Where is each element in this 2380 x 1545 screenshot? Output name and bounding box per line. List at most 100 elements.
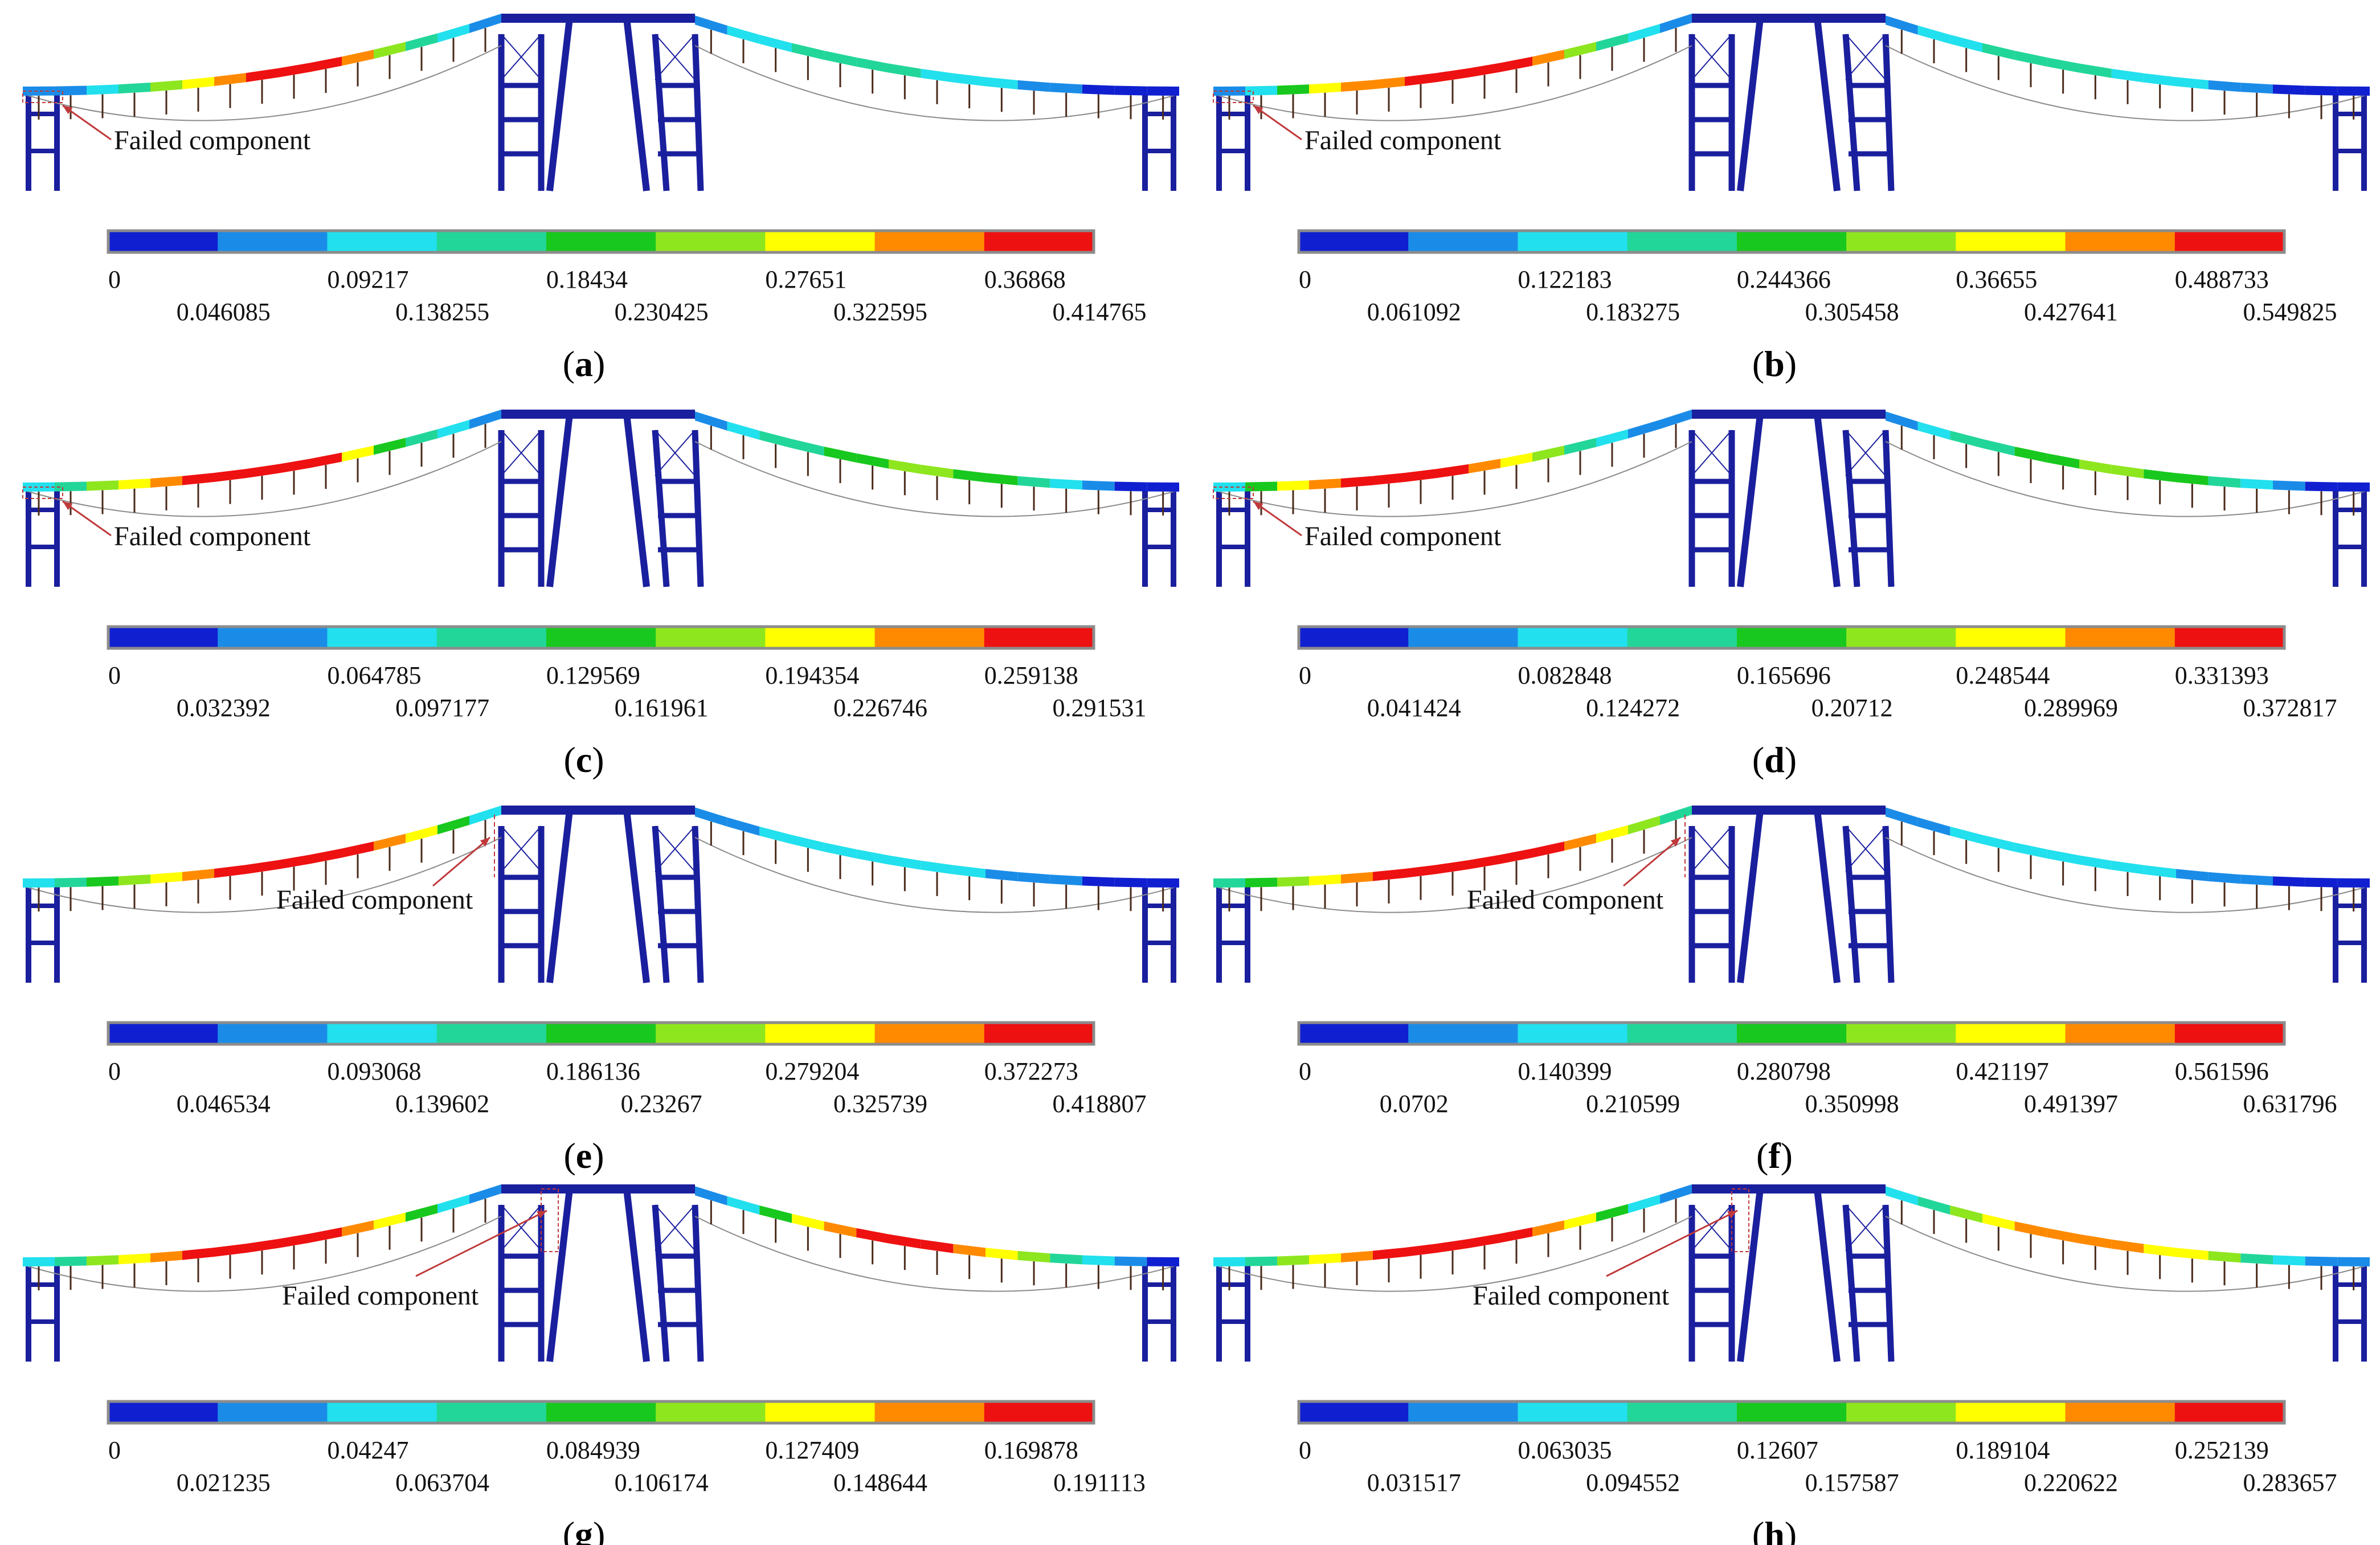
tick-label: 0.18434 <box>546 265 628 293</box>
left-span-segment <box>374 42 406 59</box>
tick-label: 0.194354 <box>765 661 859 689</box>
left-span-segment <box>469 410 501 430</box>
panel-label-paren: ( <box>563 1135 575 1176</box>
left-span-segment <box>1373 76 1405 89</box>
right-span-segment <box>1147 878 1179 888</box>
right-span-segment <box>985 1248 1018 1260</box>
panel-label-paren: ( <box>1752 344 1764 384</box>
right-span-segment <box>2273 480 2305 491</box>
tower-frame-leg <box>692 825 704 983</box>
left-span-segment <box>1277 84 1309 95</box>
right-span-segment <box>2337 878 2370 888</box>
panel-c: Failed component 0 0.064785 0.129569 0.19435… <box>22 410 1180 780</box>
tick-label: 0.148644 <box>833 1469 927 1497</box>
panel-e: Failed component 0 0.093068 0.186136 0.27920… <box>22 806 1180 1176</box>
tick-label: 0.093068 <box>327 1057 421 1085</box>
right-span-segment <box>1950 1205 1982 1223</box>
right-span-segment <box>1886 411 1918 431</box>
left-span-segment <box>1628 420 1660 439</box>
left-span-cable <box>22 45 502 121</box>
color-bar-swatch <box>1408 1401 1518 1423</box>
tower-frame-leg <box>1842 34 1860 191</box>
right-span-segment <box>953 865 985 878</box>
left-span-segment <box>1532 841 1564 858</box>
tower-leg <box>623 810 650 983</box>
annotation-arrowhead <box>1727 1211 1737 1219</box>
right-span-segment <box>1082 876 1115 887</box>
color-bar-swatch <box>2174 1023 2285 1044</box>
right-span-segment <box>2079 459 2112 474</box>
tick-label: 0.186136 <box>546 1057 640 1085</box>
tick-label: 0.063035 <box>1518 1436 1612 1464</box>
cables <box>1213 1216 2370 1292</box>
tower-leg <box>1737 18 1764 191</box>
panel-label-paren: ( <box>1756 1135 1768 1176</box>
structure <box>1216 414 2367 587</box>
right-span-segment <box>1917 1196 1950 1215</box>
panel-label-paren: ( <box>563 1514 575 1545</box>
deck <box>1213 410 2370 516</box>
tower-leg <box>1814 1188 1841 1362</box>
tick-label: 0.138255 <box>395 298 489 326</box>
tower-deck-segment <box>1692 806 1886 815</box>
tick-label: 0.488733 <box>2175 265 2269 293</box>
tick-label: 0.031517 <box>1367 1469 1461 1497</box>
left-span-segment <box>437 420 469 439</box>
right-span-segment <box>1017 1250 1050 1263</box>
left-span-segment <box>1532 445 1564 462</box>
right-span-segment <box>2240 83 2273 94</box>
color-bar-swatch <box>1518 1023 1628 1044</box>
tower-frame-leg <box>1882 430 1895 587</box>
annotation-arrowhead <box>63 105 73 115</box>
right-span-segment <box>2240 874 2273 886</box>
color-bar-swatch <box>984 1401 1094 1423</box>
left-span-segment <box>1532 50 1564 66</box>
right-span-segment <box>727 817 760 836</box>
tower-leg <box>1814 18 1841 191</box>
tower-frame-brace <box>1691 430 1732 476</box>
right-span-segment <box>2014 842 2047 859</box>
color-bar-swatch <box>108 627 218 648</box>
tick-label: 0 <box>108 1436 121 1464</box>
right-span-segment <box>856 1228 889 1244</box>
left-span-segment <box>469 1184 501 1204</box>
panel-label-paren: ) <box>1785 344 1797 384</box>
left-span-segment <box>87 480 118 491</box>
left-span-segment <box>1596 429 1628 447</box>
left-span-segment <box>1405 469 1437 482</box>
left-span-segment <box>1309 1253 1341 1265</box>
tick-label: 0.021235 <box>177 1469 271 1497</box>
left-span-segment <box>246 1239 278 1253</box>
color-bar-swatch <box>656 231 766 252</box>
panel-label-letter: b <box>1764 344 1785 384</box>
right-span-segment <box>1114 85 1147 96</box>
left-span-segment <box>118 874 150 886</box>
left-span-segment <box>310 56 342 72</box>
structure <box>26 18 1176 191</box>
left-span-segment <box>374 833 406 851</box>
color-bar: 0 0.04247 0.084939 0.127409 0.169878 0.021235… <box>107 1400 1146 1497</box>
cables <box>1213 45 2370 121</box>
color-bar-swatch <box>546 1401 656 1423</box>
right-span-segment <box>2273 1255 2305 1266</box>
tick-label: 0 <box>108 265 121 293</box>
right-span-segment <box>759 826 792 844</box>
left-span-segment <box>1628 24 1660 43</box>
failed-component-label: Failed component <box>282 1281 479 1311</box>
color-bar-swatch <box>2065 231 2175 252</box>
left-span-cable <box>1213 441 1692 517</box>
right-span-segment <box>2079 855 2112 870</box>
right-span-segment <box>985 473 1018 485</box>
right-span-cable <box>1885 1216 2370 1292</box>
color-bar-swatch <box>2065 1401 2175 1423</box>
left-span-segment <box>469 14 501 34</box>
failed-component-annotation: Failed component <box>276 815 495 915</box>
left-span-segment <box>1213 1257 1245 1266</box>
left-span-segment <box>342 1220 374 1237</box>
left-span-segment <box>1596 1204 1628 1222</box>
panel-label: (c) <box>563 739 604 780</box>
color-bar-swatch <box>984 1023 1094 1044</box>
left-span-segment <box>278 855 310 869</box>
right-span-segment <box>1982 835 2015 852</box>
right-span-segment <box>2208 476 2241 488</box>
